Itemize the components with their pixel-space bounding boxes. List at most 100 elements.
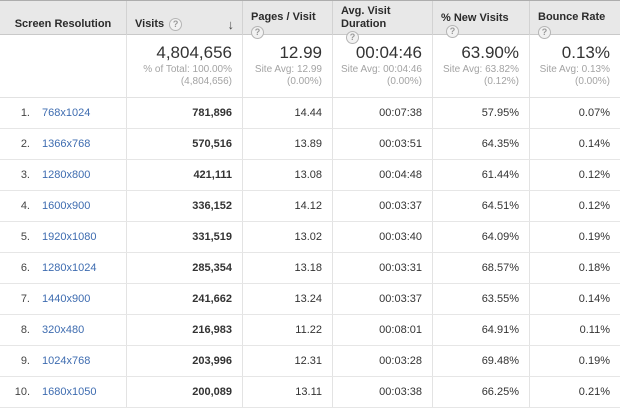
table-row: 7. 1440x900 241,662 13.24 00:03:37 63.55… bbox=[0, 284, 620, 315]
row-rank: 1. bbox=[20, 107, 30, 119]
dimension-cell: 4. 1600x900 bbox=[0, 191, 127, 221]
bounce-rate-cell: 0.12% bbox=[578, 169, 610, 181]
dimension-cell: 2. 1366x768 bbox=[0, 129, 127, 159]
screen-resolution-link[interactable]: 1680x1050 bbox=[42, 386, 97, 398]
row-rank: 10. bbox=[14, 386, 30, 398]
column-label: Visits bbox=[135, 18, 165, 30]
help-icon[interactable]: ? bbox=[169, 18, 183, 31]
pages-per-visit-cell: 11.22 bbox=[243, 315, 333, 345]
dimension-cell: 6. 1280x1024 bbox=[0, 253, 127, 283]
visits-cell: 336,152 bbox=[127, 191, 243, 221]
column-label: % New Visits bbox=[441, 11, 509, 24]
column-header-avg-visit-duration[interactable]: Avg. Visit Duration ? bbox=[333, 1, 433, 48]
summary-value: 12.99 bbox=[279, 43, 322, 62]
table-row: 4. 1600x900 336,152 14.12 00:03:37 64.51… bbox=[0, 191, 620, 222]
table-row: 6. 1280x1024 285,354 13.18 00:03:31 68.5… bbox=[0, 253, 620, 284]
visits-cell: 570,516 bbox=[127, 129, 243, 159]
table-row: 10. 1680x1050 200,089 13.11 00:03:38 66.… bbox=[0, 377, 620, 408]
summary-value: 0.13% bbox=[561, 43, 610, 62]
bounce-rate-cell: 0.19% bbox=[578, 355, 610, 367]
column-header-visits[interactable]: Visits ? ↓ bbox=[127, 1, 243, 48]
summary-subtext: Site Avg: 63.82% bbox=[443, 64, 519, 75]
summary-cell-new-visits: 63.90% Site Avg: 63.82% (0.12%) bbox=[433, 35, 530, 97]
summary-cell-empty bbox=[0, 35, 127, 97]
new-visits-cell: 64.09% bbox=[433, 222, 530, 252]
screen-resolution-link[interactable]: 1600x900 bbox=[42, 200, 91, 212]
avg-visit-duration-cell: 00:03:28 bbox=[333, 346, 433, 376]
bounce-rate-cell: 0.18% bbox=[578, 262, 610, 274]
new-visits-cell: 57.95% bbox=[433, 98, 530, 128]
row-rank: 5. bbox=[20, 231, 30, 243]
screen-resolution-link[interactable]: 1280x1024 bbox=[42, 262, 97, 274]
row-rank: 6. bbox=[20, 262, 30, 274]
new-visits-cell: 64.91% bbox=[433, 315, 530, 345]
new-visits-cell: 63.55% bbox=[433, 284, 530, 314]
screen-resolution-link[interactable]: 1024x768 bbox=[42, 355, 91, 367]
visits-cell: 285,354 bbox=[127, 253, 243, 283]
pages-per-visit-cell: 12.31 bbox=[243, 346, 333, 376]
table-row: 8. 320x480 216,983 11.22 00:08:01 64.91%… bbox=[0, 315, 620, 346]
screen-resolution-link[interactable]: 1440x900 bbox=[42, 293, 91, 305]
avg-visit-duration-cell: 00:03:40 bbox=[333, 222, 433, 252]
summary-value: 63.90% bbox=[461, 43, 519, 62]
avg-visit-duration-cell: 00:08:01 bbox=[333, 315, 433, 345]
screen-resolution-link[interactable]: 768x1024 bbox=[42, 107, 91, 119]
pages-per-visit-cell: 13.18 bbox=[243, 253, 333, 283]
summary-subtext: (0.00%) bbox=[386, 76, 422, 87]
avg-visit-duration-cell: 00:03:38 bbox=[333, 377, 433, 407]
column-label: Bounce Rate bbox=[538, 10, 606, 23]
summary-cell-duration: 00:04:46 Site Avg: 00:04:46 (0.00%) bbox=[333, 35, 433, 97]
screen-resolution-link[interactable]: 1366x768 bbox=[42, 138, 91, 150]
avg-visit-duration-cell: 00:04:48 bbox=[333, 160, 433, 190]
bounce-rate-cell: 0.21% bbox=[578, 386, 610, 398]
avg-visit-duration-cell: 00:07:38 bbox=[333, 98, 433, 128]
help-icon[interactable]: ? bbox=[538, 25, 551, 39]
row-rank: 4. bbox=[20, 200, 30, 212]
line-break bbox=[538, 24, 612, 26]
new-visits-cell: 61.44% bbox=[433, 160, 530, 190]
column-label: Pages / Visit bbox=[251, 10, 316, 23]
table-header-row: Screen Resolution Visits ? ↓ Pages / Vis… bbox=[0, 1, 620, 48]
visits-cell: 200,089 bbox=[127, 377, 243, 407]
help-icon[interactable]: ? bbox=[346, 31, 359, 44]
column-label: Screen Resolution bbox=[14, 18, 112, 30]
column-header-screen-resolution[interactable]: Screen Resolution bbox=[0, 1, 127, 48]
visits-cell: 331,519 bbox=[127, 222, 243, 252]
summary-subtext: Site Avg: 12.99 bbox=[254, 64, 322, 75]
table-row: 5. 1920x1080 331,519 13.02 00:03:40 64.0… bbox=[0, 222, 620, 253]
table-row: 1. 768x1024 781,896 14.44 00:07:38 57.95… bbox=[0, 98, 620, 129]
bounce-rate-cell: 0.19% bbox=[578, 231, 610, 243]
summary-subtext: Site Avg: 00:04:46 bbox=[341, 64, 422, 75]
summary-subtext: % of Total: 100.00% bbox=[143, 64, 232, 75]
pages-per-visit-cell: 14.12 bbox=[243, 191, 333, 221]
summary-subtext: (0.00%) bbox=[286, 76, 322, 87]
help-icon[interactable]: ? bbox=[446, 24, 459, 38]
screen-resolution-link[interactable]: 1920x1080 bbox=[42, 231, 97, 243]
help-icon[interactable]: ? bbox=[251, 25, 264, 39]
pages-per-visit-cell: 14.44 bbox=[243, 98, 333, 128]
column-header-new-visits[interactable]: % New Visits ? bbox=[433, 1, 530, 48]
bounce-rate-cell: 0.14% bbox=[578, 293, 610, 305]
summary-subtext: Site Avg: 0.13% bbox=[539, 64, 610, 75]
screen-resolution-link[interactable]: 1280x800 bbox=[42, 169, 91, 181]
visits-cell: 421,111 bbox=[127, 160, 243, 190]
avg-visit-duration-cell: 00:03:51 bbox=[333, 129, 433, 159]
column-header-pages-per-visit[interactable]: Pages / Visit ? bbox=[243, 1, 333, 48]
summary-value: 4,804,656 bbox=[156, 43, 232, 62]
row-rank: 9. bbox=[20, 355, 30, 367]
dimension-cell: 9. 1024x768 bbox=[0, 346, 127, 376]
new-visits-cell: 68.57% bbox=[433, 253, 530, 283]
row-rank: 3. bbox=[20, 169, 30, 181]
visits-cell: 216,983 bbox=[127, 315, 243, 345]
column-label: Avg. Visit Duration bbox=[341, 5, 391, 30]
summary-row: 4,804,656 % of Total: 100.00% (4,804,656… bbox=[0, 35, 620, 98]
line-break bbox=[251, 24, 324, 26]
column-header-bounce-rate[interactable]: Bounce Rate ? bbox=[530, 1, 620, 48]
dimension-cell: 10. 1680x1050 bbox=[0, 377, 127, 407]
dimension-cell: 7. 1440x900 bbox=[0, 284, 127, 314]
visits-cell: 203,996 bbox=[127, 346, 243, 376]
pages-per-visit-cell: 13.89 bbox=[243, 129, 333, 159]
screen-resolution-link[interactable]: 320x480 bbox=[42, 324, 85, 336]
avg-visit-duration-cell: 00:03:31 bbox=[333, 253, 433, 283]
